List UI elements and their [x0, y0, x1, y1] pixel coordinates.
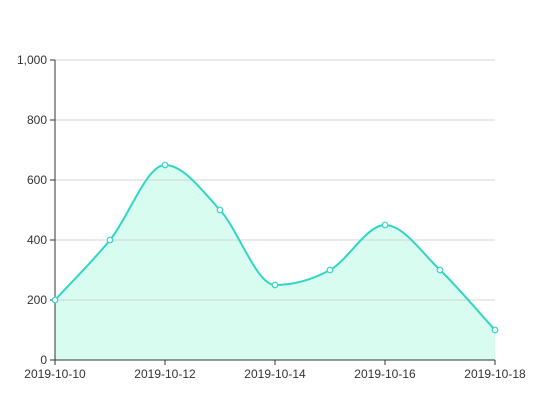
data-point-2 [161, 161, 169, 169]
y-tick-label-5: 1,000 [17, 53, 47, 67]
x-tick-label-2: 2019-10-14 [244, 367, 306, 381]
x-axis-ticks: 2019-10-10 2019-10-12 2019-10-14 2019-10-16… [24, 360, 526, 381]
data-point-6 [381, 221, 389, 229]
data-point-5 [326, 266, 334, 274]
y-tick-label-4: 800 [27, 113, 47, 127]
y-tick-label-3: 600 [27, 173, 47, 187]
data-points [51, 161, 499, 334]
grid-lines [55, 59, 495, 301]
data-point-0 [51, 296, 59, 304]
data-point-3 [216, 206, 224, 214]
y-tick-label-0: 0 [40, 353, 47, 367]
data-point-8 [491, 326, 499, 334]
series-area-fill [55, 165, 495, 360]
y-tick-label-1: 200 [27, 293, 47, 307]
data-point-4 [271, 281, 279, 289]
y-axis-ticks: 0 200 400 600 800 1,000 [17, 53, 55, 367]
y-tick-label-2: 400 [27, 233, 47, 247]
x-tick-label-0: 2019-10-10 [24, 367, 86, 381]
data-point-1 [106, 236, 114, 244]
x-tick-label-4: 2019-10-18 [464, 367, 526, 381]
data-point-7 [436, 266, 444, 274]
series-line [54, 163, 496, 331]
x-tick-label-3: 2019-10-16 [354, 367, 416, 381]
x-tick-label-1: 2019-10-12 [134, 367, 196, 381]
